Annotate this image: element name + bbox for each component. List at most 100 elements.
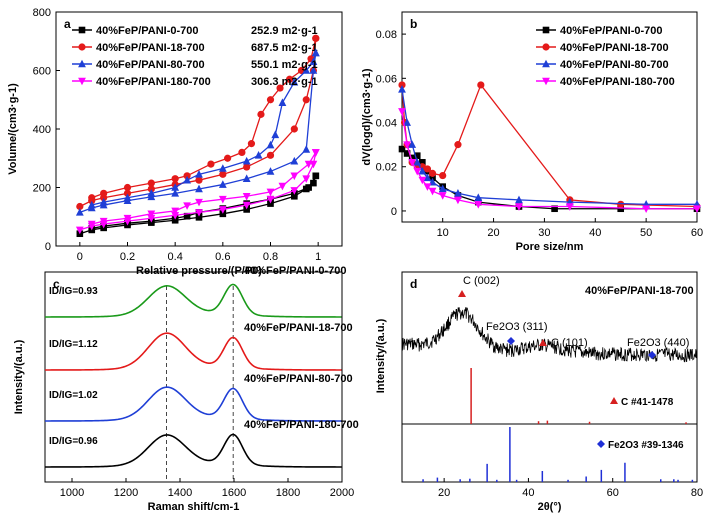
data-point bbox=[439, 171, 447, 180]
data-point bbox=[278, 182, 287, 191]
fe2o3-reference-label: Fe2O3 #39-1346 bbox=[608, 440, 684, 451]
data-point bbox=[266, 140, 275, 149]
data-point bbox=[290, 187, 299, 195]
data-point bbox=[413, 152, 421, 159]
data-point bbox=[276, 84, 284, 92]
data-point bbox=[398, 145, 406, 153]
x-tick-label: 30 bbox=[538, 227, 550, 239]
x-tick-label: 0.8 bbox=[263, 251, 278, 263]
data-point bbox=[242, 156, 251, 165]
legend-label: 40%FeP/PANI-180-700 bbox=[560, 76, 675, 88]
data-point bbox=[100, 189, 108, 197]
x-tick-label: 1400 bbox=[168, 487, 192, 499]
data-point bbox=[247, 140, 256, 148]
data-point bbox=[238, 148, 246, 156]
x-tick-label: 0 bbox=[77, 251, 83, 263]
data-point bbox=[311, 48, 320, 57]
data-point bbox=[312, 34, 320, 42]
data-point bbox=[195, 214, 203, 221]
data-point bbox=[219, 170, 227, 178]
x-tick-label: 40 bbox=[589, 227, 601, 239]
bet-label: 687.5 m2·g-1 bbox=[251, 42, 318, 54]
data-point bbox=[309, 57, 318, 66]
data-point bbox=[266, 188, 275, 197]
data-point bbox=[195, 198, 203, 207]
panel-letter: a bbox=[64, 17, 71, 31]
data-point bbox=[617, 200, 625, 208]
data-point bbox=[474, 201, 483, 209]
data-point bbox=[454, 141, 462, 149]
y-tick-label: 0.08 bbox=[376, 29, 397, 41]
series-line bbox=[401, 148, 697, 210]
plot-frame bbox=[401, 271, 698, 483]
data-point bbox=[515, 195, 523, 204]
data-point bbox=[429, 174, 436, 182]
data-point bbox=[267, 200, 274, 207]
data-point bbox=[123, 189, 132, 197]
raman-curve bbox=[44, 433, 342, 468]
data-point bbox=[147, 185, 155, 193]
data-point bbox=[398, 85, 406, 93]
legend-label: 40%FeP/PANI-180-700 bbox=[96, 76, 211, 88]
data-point bbox=[312, 172, 320, 180]
data-point bbox=[438, 192, 447, 200]
y-tick-label: 0.02 bbox=[376, 162, 397, 174]
legend-marker bbox=[542, 43, 550, 51]
data-point bbox=[195, 184, 203, 193]
plot-frame bbox=[44, 271, 343, 483]
data-point bbox=[147, 179, 155, 187]
data-point bbox=[218, 195, 227, 204]
data-point bbox=[147, 214, 156, 223]
legend-label: 40%FeP/PANI-0-700 bbox=[96, 25, 199, 37]
legend-marker bbox=[78, 26, 86, 34]
data-point bbox=[418, 176, 427, 185]
data-point bbox=[183, 202, 191, 210]
data-point bbox=[398, 81, 406, 89]
data-point bbox=[171, 175, 179, 183]
x-tick-label: 40 bbox=[522, 487, 534, 499]
peak-marker bbox=[458, 290, 466, 297]
data-point bbox=[565, 203, 574, 211]
plot-frame bbox=[401, 11, 698, 223]
x-tick-label: 2000 bbox=[330, 487, 354, 499]
series-label: 40%FeP/PANI-0-700 bbox=[244, 265, 347, 277]
x-tick-label: 1000 bbox=[60, 487, 84, 499]
legend-marker bbox=[78, 43, 86, 51]
x-tick-label: 0.6 bbox=[215, 251, 230, 263]
data-point bbox=[290, 156, 299, 165]
peak-annotation: Fe2O3 (311) bbox=[486, 321, 548, 333]
data-point bbox=[123, 193, 132, 202]
data-point bbox=[408, 159, 417, 167]
data-point bbox=[195, 170, 203, 178]
y-tick-label: 600 bbox=[33, 66, 51, 78]
x-axis-label: 2θ(°) bbox=[538, 501, 562, 513]
legend-marker bbox=[78, 77, 86, 86]
data-point bbox=[428, 187, 437, 196]
data-point bbox=[147, 189, 156, 197]
x-tick-label: 20 bbox=[438, 487, 450, 499]
ratio-label: ID/IG=1.02 bbox=[49, 390, 98, 401]
data-point bbox=[171, 207, 180, 216]
data-point bbox=[309, 66, 318, 74]
raman-curve bbox=[44, 332, 342, 371]
data-point bbox=[171, 189, 180, 197]
data-point bbox=[302, 66, 311, 74]
data-point bbox=[242, 201, 251, 210]
data-point bbox=[195, 176, 203, 184]
x-tick-label: 50 bbox=[640, 227, 652, 239]
data-point bbox=[423, 183, 432, 191]
y-tick-label: 0 bbox=[45, 241, 51, 253]
data-point bbox=[266, 151, 275, 159]
y-tick-label: 200 bbox=[33, 183, 51, 195]
ratio-label: ID/IG=1.12 bbox=[49, 339, 98, 350]
data-point bbox=[242, 174, 251, 183]
data-point bbox=[413, 158, 422, 166]
y-tick-label: 0.04 bbox=[376, 118, 397, 130]
data-point bbox=[171, 183, 180, 191]
data-point bbox=[254, 151, 263, 159]
data-point bbox=[147, 210, 156, 219]
data-point bbox=[219, 210, 227, 218]
data-point bbox=[423, 165, 432, 173]
data-point bbox=[183, 175, 191, 184]
